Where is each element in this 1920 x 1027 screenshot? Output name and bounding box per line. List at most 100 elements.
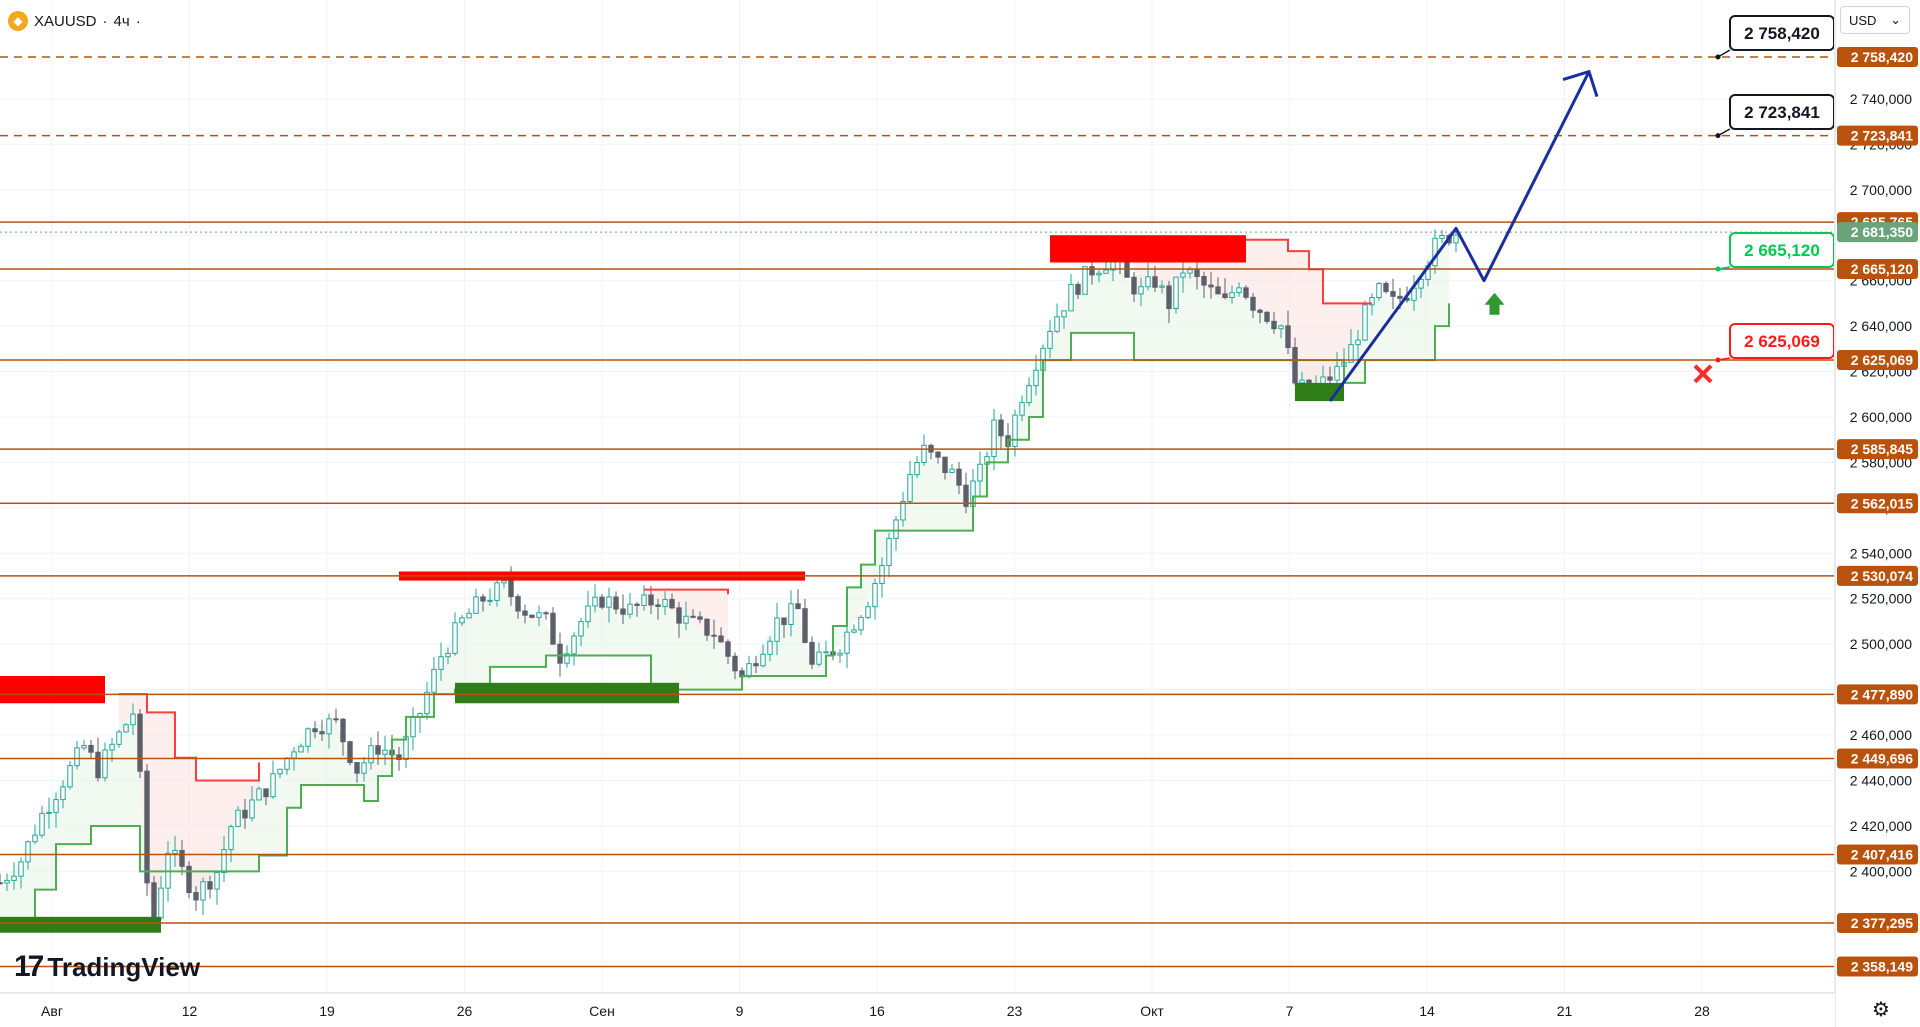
candle[interactable] — [242, 799, 248, 829]
candle[interactable] — [137, 708, 143, 779]
candle[interactable] — [893, 515, 899, 551]
level-price-label[interactable]: 2 562,015 — [1837, 493, 1918, 514]
plot-area[interactable]: 2 758,420 2 723,841 2 665,120 2 625,069 — [0, 0, 1834, 993]
candle[interactable] — [228, 824, 234, 863]
candle[interactable] — [214, 871, 220, 905]
candle[interactable] — [865, 601, 871, 620]
candle[interactable] — [886, 532, 892, 578]
candle[interactable] — [732, 652, 738, 680]
candle[interactable] — [74, 740, 80, 770]
candle[interactable] — [1236, 282, 1242, 297]
candle[interactable] — [487, 588, 493, 606]
candle[interactable] — [445, 647, 451, 665]
candle[interactable] — [1068, 274, 1074, 312]
stop-loss-x-icon[interactable] — [1693, 364, 1713, 384]
target-callout-2758[interactable]: 2 758,420 — [1715, 15, 1835, 60]
candle[interactable] — [844, 623, 850, 669]
candle[interactable] — [760, 644, 766, 668]
candle[interactable] — [249, 786, 255, 822]
candle[interactable] — [1362, 300, 1368, 341]
candle[interactable] — [823, 640, 829, 654]
candle[interactable] — [1229, 285, 1235, 304]
level-price-label[interactable]: 2 358,149 — [1837, 956, 1918, 977]
candle[interactable] — [452, 612, 458, 656]
level-price-label[interactable]: 2 758,420 — [1837, 47, 1918, 68]
candle[interactable] — [1285, 310, 1291, 354]
candle[interactable] — [802, 598, 808, 644]
currency-select[interactable]: USD ⌄ — [1840, 6, 1910, 34]
candle[interactable] — [1222, 278, 1228, 300]
candle[interactable] — [130, 703, 136, 736]
candle[interactable] — [270, 760, 276, 799]
candle[interactable] — [53, 792, 59, 828]
candle[interactable] — [991, 409, 997, 471]
candle[interactable] — [697, 611, 703, 624]
candle[interactable] — [312, 721, 318, 739]
candle[interactable] — [837, 649, 843, 663]
candle[interactable] — [18, 857, 24, 889]
candle[interactable] — [466, 608, 472, 619]
candle[interactable] — [410, 707, 416, 750]
candle[interactable] — [1271, 311, 1277, 334]
candle[interactable] — [1250, 292, 1256, 318]
candle[interactable] — [767, 636, 773, 662]
candle[interactable] — [81, 740, 87, 751]
candle[interactable] — [592, 584, 598, 613]
candle[interactable] — [1152, 266, 1158, 292]
candle[interactable] — [725, 639, 731, 664]
candle[interactable] — [746, 655, 752, 679]
candle[interactable] — [1376, 281, 1382, 301]
candle[interactable] — [515, 594, 521, 619]
candle[interactable] — [95, 737, 101, 782]
candle[interactable] — [1159, 280, 1165, 294]
candle[interactable] — [676, 601, 682, 638]
candle[interactable] — [529, 614, 535, 619]
candle[interactable] — [998, 413, 1004, 449]
supply-zone[interactable] — [0, 675, 105, 704]
candle[interactable] — [123, 723, 129, 733]
candle[interactable] — [1082, 266, 1088, 295]
level-price-label[interactable]: 2 377,295 — [1837, 912, 1918, 933]
candle[interactable] — [354, 762, 360, 783]
candle[interactable] — [319, 719, 325, 741]
candle[interactable] — [361, 756, 367, 782]
supply-zone[interactable] — [1050, 235, 1246, 263]
candle[interactable] — [480, 593, 486, 612]
candle[interactable] — [900, 491, 906, 527]
candle[interactable] — [1047, 319, 1053, 359]
candle[interactable] — [879, 557, 885, 598]
candle[interactable] — [0, 873, 3, 885]
candle[interactable] — [172, 835, 178, 868]
tradingview-logo[interactable]: 17 TradingView — [14, 950, 200, 984]
candle[interactable] — [1166, 280, 1172, 324]
candle[interactable] — [1215, 277, 1221, 295]
candle[interactable] — [550, 607, 556, 645]
demand-zone[interactable] — [0, 916, 161, 933]
candle[interactable] — [60, 780, 66, 809]
target-callout-2665[interactable]: 2 665,120 — [1715, 232, 1835, 272]
candle[interactable] — [963, 472, 969, 514]
candle[interactable] — [774, 602, 780, 656]
level-price-label[interactable]: 2 407,416 — [1837, 844, 1918, 865]
level-price-label[interactable]: 2 585,845 — [1837, 439, 1918, 460]
candle[interactable] — [298, 743, 304, 753]
level-price-label[interactable]: 2 625,069 — [1837, 350, 1918, 371]
candle[interactable] — [599, 593, 605, 610]
candle[interactable] — [347, 740, 353, 766]
candle[interactable] — [1383, 281, 1389, 294]
candle[interactable] — [179, 840, 185, 876]
candle[interactable] — [858, 615, 864, 636]
candle[interactable] — [39, 805, 45, 838]
candle[interactable] — [1418, 276, 1424, 299]
candle[interactable] — [340, 718, 346, 756]
candle[interactable] — [459, 615, 465, 626]
candle[interactable] — [277, 768, 283, 779]
level-price-label[interactable]: 2 477,890 — [1837, 684, 1918, 705]
time-axis[interactable]: Авг 12 19 26 Сен 9 16 23 Окт 7 14 21 28 — [0, 992, 1835, 1027]
candle[interactable] — [536, 605, 542, 627]
candle[interactable] — [1061, 310, 1067, 329]
candle[interactable] — [711, 619, 717, 649]
candle[interactable] — [1292, 337, 1298, 386]
candle[interactable] — [977, 451, 983, 496]
